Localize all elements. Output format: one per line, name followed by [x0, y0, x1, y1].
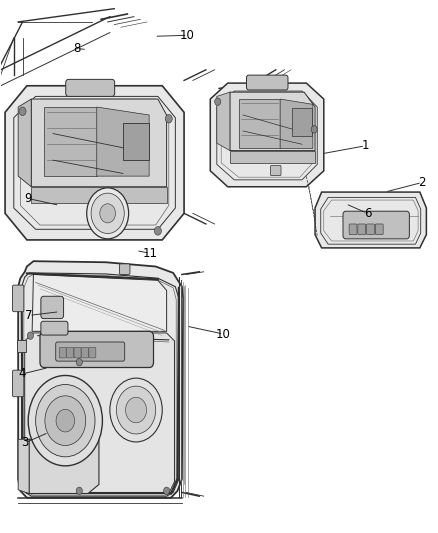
Polygon shape [44, 107, 97, 176]
FancyBboxPatch shape [40, 332, 153, 368]
Polygon shape [29, 439, 99, 494]
FancyBboxPatch shape [12, 370, 24, 397]
Text: 11: 11 [142, 247, 158, 260]
Circle shape [154, 227, 161, 235]
Circle shape [126, 397, 147, 423]
Polygon shape [32, 274, 166, 332]
Circle shape [28, 375, 102, 466]
Circle shape [110, 378, 162, 442]
Circle shape [19, 107, 26, 116]
Circle shape [76, 487, 82, 495]
Polygon shape [18, 439, 29, 494]
Text: 8: 8 [74, 42, 81, 55]
Text: 3: 3 [21, 437, 28, 449]
Polygon shape [280, 99, 313, 149]
FancyBboxPatch shape [74, 348, 81, 358]
Polygon shape [25, 333, 174, 494]
FancyBboxPatch shape [41, 296, 64, 319]
Polygon shape [5, 86, 184, 240]
Circle shape [100, 204, 116, 223]
FancyBboxPatch shape [12, 285, 24, 312]
Circle shape [87, 188, 129, 239]
Polygon shape [210, 83, 324, 187]
Circle shape [311, 126, 317, 133]
FancyBboxPatch shape [59, 348, 66, 358]
FancyBboxPatch shape [120, 264, 130, 274]
Polygon shape [315, 192, 426, 248]
FancyBboxPatch shape [56, 342, 125, 361]
Text: 10: 10 [216, 327, 231, 341]
Circle shape [45, 396, 86, 446]
Text: 2: 2 [418, 176, 426, 189]
Polygon shape [230, 151, 315, 163]
FancyBboxPatch shape [81, 348, 88, 358]
Polygon shape [18, 261, 183, 498]
Text: 4: 4 [19, 367, 26, 381]
Circle shape [165, 115, 172, 123]
Text: 10: 10 [180, 29, 195, 42]
Text: 1: 1 [361, 139, 369, 152]
Circle shape [56, 409, 74, 432]
Text: 7: 7 [25, 309, 33, 322]
Circle shape [215, 98, 221, 106]
FancyBboxPatch shape [89, 348, 96, 358]
Polygon shape [230, 92, 315, 151]
FancyBboxPatch shape [343, 211, 410, 239]
Polygon shape [239, 99, 280, 149]
FancyBboxPatch shape [66, 79, 115, 96]
Polygon shape [97, 107, 149, 176]
Circle shape [27, 332, 33, 340]
Circle shape [163, 487, 170, 495]
Circle shape [76, 359, 82, 366]
Polygon shape [292, 108, 311, 136]
Text: 6: 6 [364, 207, 371, 220]
FancyBboxPatch shape [247, 75, 288, 90]
Text: 9: 9 [24, 192, 32, 205]
Polygon shape [217, 92, 230, 151]
Circle shape [91, 193, 124, 233]
FancyBboxPatch shape [271, 165, 281, 175]
Circle shape [117, 386, 155, 434]
FancyBboxPatch shape [67, 348, 74, 358]
FancyBboxPatch shape [41, 321, 68, 335]
FancyBboxPatch shape [358, 224, 366, 235]
FancyBboxPatch shape [367, 224, 374, 235]
Circle shape [35, 384, 95, 457]
FancyBboxPatch shape [349, 224, 357, 235]
Polygon shape [31, 99, 166, 187]
Polygon shape [123, 123, 149, 160]
Polygon shape [31, 187, 166, 203]
FancyBboxPatch shape [375, 224, 383, 235]
Polygon shape [18, 99, 31, 187]
Polygon shape [17, 340, 26, 352]
